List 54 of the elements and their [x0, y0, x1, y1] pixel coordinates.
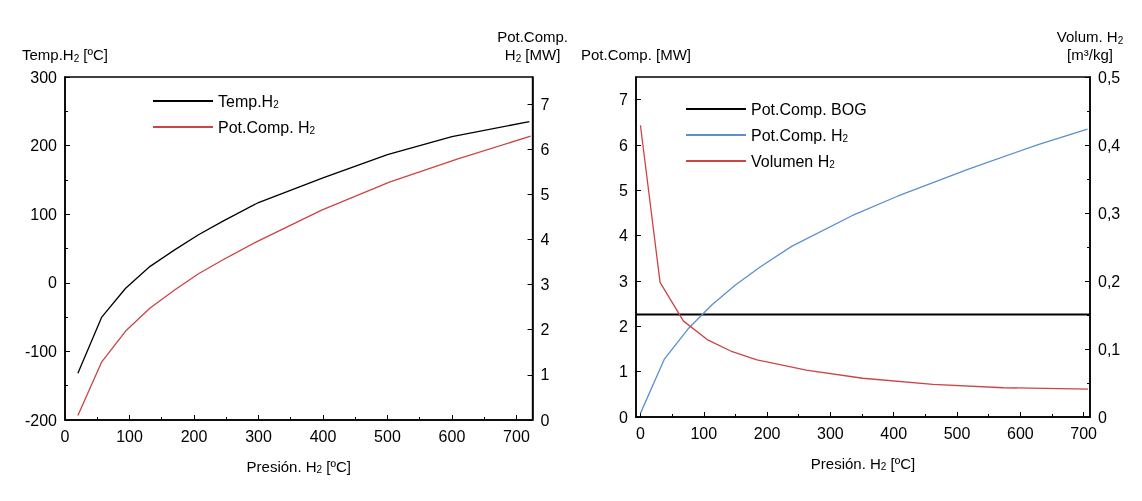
y2-tick-label: 4 — [540, 230, 550, 248]
line-series — [77, 135, 532, 417]
y2-tick-label: 0,1 — [1098, 340, 1121, 358]
y2-tick-label: 5 — [540, 185, 550, 203]
y2-tick-label: 0 — [540, 411, 550, 429]
legend-label: Pot.Comp. H2 — [751, 126, 849, 144]
y-tick-label: 3 — [619, 272, 629, 290]
y-tick-label: -200 — [24, 411, 58, 429]
x-axis-title: Presión. H2 [ºC] — [246, 457, 351, 475]
x-tick-label: 0 — [635, 424, 645, 442]
legend-label: Temp.H2 — [218, 92, 280, 110]
x-tick-label: 400 — [309, 427, 337, 445]
y2-tick-label: 0,3 — [1098, 204, 1121, 222]
y2-tick-label: 7 — [540, 95, 550, 113]
x-tick-label: 500 — [374, 427, 401, 445]
y-tick-label: 1 — [619, 363, 629, 381]
x-tick-label: 200 — [753, 424, 781, 442]
legend-label: Pot.Comp. H2 — [218, 118, 316, 136]
y-tick-label: 200 — [30, 137, 58, 155]
y-tick-label: -100 — [24, 342, 58, 360]
legend-label: Volumen H2 — [751, 152, 836, 170]
y2-tick-label: 0,5 — [1098, 68, 1121, 86]
x-tick-label: 300 — [245, 427, 272, 445]
x-axis-title: Presión. H2 [ºC] — [810, 454, 916, 472]
x-tick-label: 400 — [880, 424, 908, 442]
y-tick-label: 4 — [619, 227, 629, 245]
y-tick-label: 5 — [619, 181, 629, 199]
y-tick-label: 300 — [30, 68, 58, 86]
x-tick-label: 100 — [116, 427, 143, 445]
y-axis-title: Pot.Comp. [MW] — [580, 45, 692, 63]
x-tick-label: 600 — [438, 427, 466, 445]
y2-tick-label: 0 — [1098, 408, 1107, 426]
line-series — [77, 120, 530, 374]
x-tick-label: 700 — [503, 427, 530, 445]
y-tick-label: 100 — [30, 205, 58, 223]
y-tick-label: 0 — [619, 408, 629, 426]
y2-tick-label: 1 — [540, 366, 550, 384]
y-tick-label: 0 — [48, 274, 58, 292]
x-tick-label: 0 — [60, 427, 70, 445]
y2-tick-label: 3 — [540, 276, 550, 294]
x-tick-label: 100 — [690, 424, 718, 442]
x-tick-label: 700 — [1070, 424, 1098, 442]
y2-tick-label: 0,2 — [1098, 272, 1121, 290]
x-tick-label: 200 — [180, 427, 208, 445]
x-tick-label: 600 — [1007, 424, 1034, 442]
y2-tick-label: 6 — [540, 140, 550, 158]
y-tick-label: 2 — [619, 317, 629, 335]
y-tick-label: 7 — [619, 91, 629, 109]
legend-label: Pot.Comp. BOG — [751, 100, 867, 118]
y-tick-label: 6 — [619, 136, 629, 154]
y2-tick-label: 0,4 — [1098, 136, 1121, 154]
x-tick-label: 500 — [943, 424, 971, 442]
x-tick-label: 300 — [817, 424, 844, 442]
y2-tick-label: 2 — [540, 321, 550, 339]
